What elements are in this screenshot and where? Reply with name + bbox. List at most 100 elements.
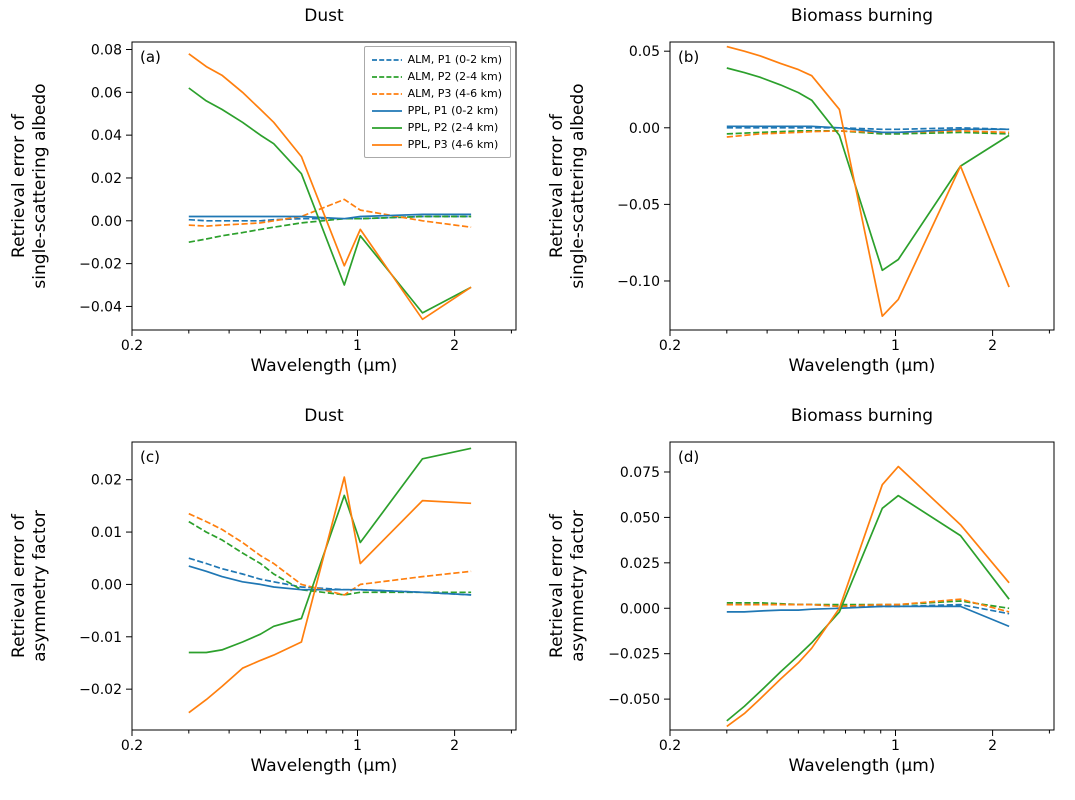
legend-line-sample — [371, 143, 402, 146]
series-line-ppl-p1-0-2-km — [188, 213, 472, 220]
panel-c-xlabel: Wavelength (μm) — [250, 756, 398, 776]
legend-item-label: ALM, P1 (0-2 km) — [407, 53, 502, 66]
x-tick-label: 0.2 — [121, 738, 143, 754]
legend-item-label: PPL, P3 (4-6 km) — [407, 138, 499, 151]
series-line-ppl-p1-0-2-km — [188, 565, 472, 596]
axis-ticks — [664, 471, 1050, 736]
tick-labels: 0.2 1 2 0.075 0.050 0.025 0.000 −0.025 −0.050 — [608, 465, 997, 754]
series-line-alm-p2-2-4-km — [188, 215, 472, 244]
panel-a-letter: (a) — [140, 48, 161, 66]
series-line-alm-p1-0-2-km — [726, 126, 1010, 131]
panel-b-title: Biomass burning — [790, 6, 934, 26]
x-tick-label: 1 — [353, 738, 362, 754]
y-tick-label: 0.00 — [629, 121, 660, 137]
y-tick-label: 0.01 — [91, 525, 122, 541]
y-tick-label: −0.01 — [79, 630, 122, 646]
x-tick-label: 2 — [450, 738, 459, 754]
axis-ticks — [126, 479, 512, 736]
axis-ticks — [126, 48, 512, 336]
legend-item: ALM, P3 (4-6 km) — [371, 85, 502, 102]
series-line-ppl-p2-2-4-km — [188, 87, 472, 314]
tick-labels: 0.2 1 2 0.08 0.06 0.04 0.02 0.00 −0.02 −0.04 — [79, 42, 459, 354]
y-tick-label: −0.05 — [617, 197, 660, 213]
y-tick-label: 0.05 — [629, 44, 660, 60]
series-line-ppl-p3-4-6-km — [188, 53, 472, 321]
legend: ALM, P1 (0-2 km) ALM, P2 (2-4 km) ALM, P3 … — [363, 46, 511, 158]
y-tick-label: 0.00 — [91, 214, 122, 230]
x-tick-label: 0.2 — [121, 338, 143, 354]
panel-d-xlabel: Wavelength (μm) — [788, 756, 936, 776]
legend-item-label: ALM, P3 (4-6 km) — [407, 87, 502, 100]
legend-line-sample — [371, 92, 402, 95]
legend-item: PPL, P1 (0-2 km) — [371, 102, 502, 119]
x-tick-label: 2 — [450, 338, 459, 354]
plot-frame — [669, 41, 1055, 331]
legend-item-label: PPL, P2 (2-4 km) — [407, 121, 499, 134]
panel-b-chart: 0.2 1 2 0.05 0.00 −0.05 −0.10 — [617, 41, 1055, 354]
series-line-alm-p3-4-6-km — [188, 512, 472, 596]
panel-d-chart: 0.2 1 2 0.075 0.050 0.025 0.000 −0.025 −0.050 — [608, 441, 1055, 754]
panel-b: Biomass burning Retrieval error of singl… — [538, 0, 1075, 400]
legend-item: ALM, P2 (2-4 km) — [371, 68, 502, 85]
y-tick-label: 0.025 — [620, 556, 660, 572]
legend-line-sample — [371, 75, 402, 78]
legend-item: PPL, P2 (2-4 km) — [371, 119, 502, 136]
panel-d-letter: (d) — [678, 448, 700, 466]
panel-b-letter: (b) — [678, 48, 700, 66]
y-tick-label: 0.000 — [620, 601, 660, 617]
panel-c-chart: 0.2 1 2 0.02 0.01 0.00 −0.01 −0.02 — [79, 441, 517, 754]
y-tick-label: 0.06 — [91, 85, 122, 101]
series-line-ppl-p1-0-2-km — [726, 125, 1010, 134]
panel-c-title: Dust — [304, 406, 344, 426]
x-tick-label: 2 — [988, 738, 997, 754]
y-tick-label: 0.02 — [91, 171, 122, 187]
x-tick-label: 1 — [353, 338, 362, 354]
series-line-ppl-p2-2-4-km — [726, 494, 1010, 722]
series-line-ppl-p3-4-6-km — [188, 476, 472, 714]
series-line-ppl-p2-2-4-km — [188, 447, 472, 654]
series-line-alm-p3-4-6-km — [726, 598, 1010, 613]
panel-b-xlabel: Wavelength (μm) — [788, 356, 936, 376]
legend-item: ALM, P1 (0-2 km) — [371, 51, 502, 68]
panel-d-title: Biomass burning — [790, 406, 934, 426]
y-tick-label: −0.02 — [79, 257, 122, 273]
panel-c-letter: (c) — [140, 448, 160, 466]
x-tick-label: 2 — [988, 338, 997, 354]
series-line-ppl-p3-4-6-km — [726, 45, 1010, 318]
legend-line-sample — [371, 109, 402, 112]
y-tick-label: −0.04 — [79, 299, 122, 315]
x-tick-label: 1 — [891, 738, 900, 754]
series-lines — [188, 447, 472, 714]
plot-frame — [131, 441, 517, 731]
tick-labels: 0.2 1 2 0.05 0.00 −0.05 −0.10 — [617, 44, 997, 354]
panel-a-chart: 0.2 1 2 0.08 0.06 0.04 0.02 0.00 −0.02 −0.04 — [79, 41, 517, 354]
panel-a: Dust Retrieval error of single-scatterin… — [0, 0, 537, 400]
y-tick-label: 0.00 — [91, 577, 122, 593]
x-tick-label: 0.2 — [659, 338, 681, 354]
series-line-alm-p3-4-6-km — [188, 198, 472, 229]
y-tick-label: 0.08 — [91, 42, 122, 58]
legend-item: PPL, P3 (4-6 km) — [371, 136, 502, 153]
series-line-ppl-p1-0-2-km — [726, 605, 1010, 628]
series-line-alm-p3-4-6-km — [726, 130, 1010, 138]
y-tick-label: 0.02 — [91, 473, 122, 489]
series-lines — [188, 53, 472, 321]
panel-a-title: Dust — [304, 6, 344, 26]
x-tick-label: 0.2 — [659, 738, 681, 754]
panel-d: Biomass burning Retrieval error of asymm… — [538, 400, 1075, 800]
series-line-ppl-p3-4-6-km — [726, 465, 1010, 728]
legend-item-label: PPL, P1 (0-2 km) — [407, 104, 499, 117]
plot-frame — [131, 41, 517, 331]
legend-line-sample — [371, 126, 402, 129]
y-tick-label: 0.04 — [91, 128, 122, 144]
series-line-ppl-p2-2-4-km — [726, 67, 1010, 272]
y-tick-label: 0.075 — [620, 465, 660, 481]
legend-item-label: ALM, P2 (2-4 km) — [407, 70, 502, 83]
y-tick-label: −0.10 — [617, 274, 660, 290]
panel-c: Dust Retrieval error of asymmetry factor… — [0, 400, 537, 800]
series-line-alm-p1-0-2-km — [188, 215, 472, 222]
series-lines — [726, 465, 1010, 728]
plot-frame — [669, 441, 1055, 731]
series-line-alm-p2-2-4-km — [188, 520, 472, 596]
y-tick-label: −0.02 — [79, 682, 122, 698]
